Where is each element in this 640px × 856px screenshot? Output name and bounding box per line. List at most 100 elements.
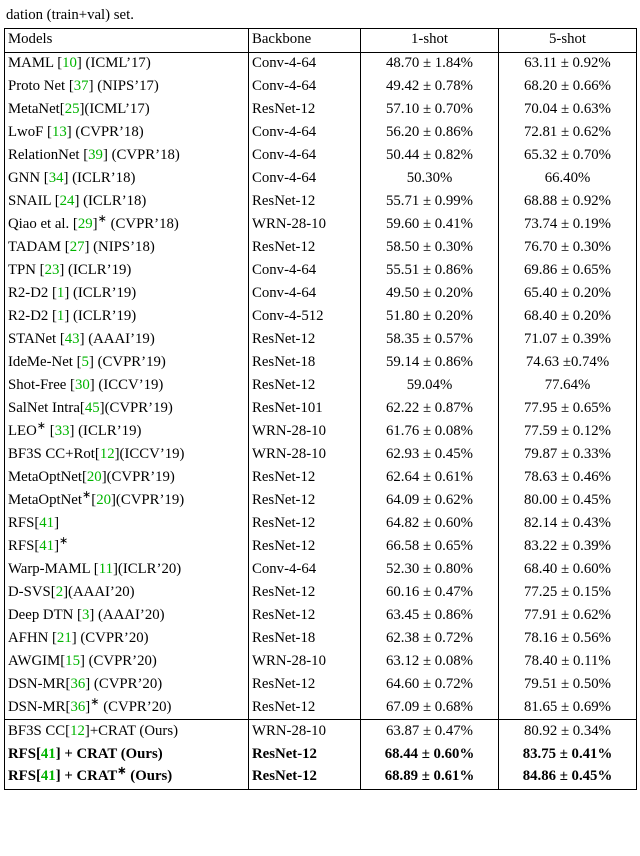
table-row: Shot-Free [30] (ICCV’19)ResNet-1259.04%7… bbox=[5, 375, 637, 398]
oneshot-cell: 63.45 ± 0.86% bbox=[361, 604, 499, 627]
backbone-cell: ResNet-12 bbox=[249, 466, 361, 489]
table-row: Qiao et al. [29]∗ (CVPR’18)WRN-28-1059.6… bbox=[5, 214, 637, 237]
fiveshot-cell: 65.40 ± 0.20% bbox=[499, 283, 637, 306]
table-row: BF3S CC+Rot[12](ICCV’19)WRN-28-1062.93 ±… bbox=[5, 443, 637, 466]
citation-ref: 39 bbox=[88, 147, 103, 163]
table-row: AFHN [21] (CVPR’20)ResNet-1862.38 ± 0.72… bbox=[5, 627, 637, 650]
model-cell: IdeMe-Net [5] (CVPR’19) bbox=[5, 352, 249, 375]
model-cell: Warp-MAML [11](ICLR’20) bbox=[5, 558, 249, 581]
citation-ref: 20 bbox=[96, 492, 111, 508]
oneshot-cell: 62.22 ± 0.87% bbox=[361, 397, 499, 420]
table-row: SNAIL [24] (ICLR’18)ResNet-1255.71 ± 0.9… bbox=[5, 191, 637, 214]
citation-ref: 36 bbox=[70, 676, 85, 692]
table-row: DSN-MR[36]∗ (CVPR’20)ResNet-1267.09 ± 0.… bbox=[5, 696, 637, 719]
model-cell: Qiao et al. [29]∗ (CVPR’18) bbox=[5, 214, 249, 237]
model-cell: SalNet Intra[45](CVPR’19) bbox=[5, 397, 249, 420]
table-row: R2-D2 [1] (ICLR’19)Conv-4-51251.80 ± 0.2… bbox=[5, 306, 637, 329]
backbone-cell: ResNet-12 bbox=[249, 191, 361, 214]
fiveshot-cell: 70.04 ± 0.63% bbox=[499, 99, 637, 122]
table-row: TADAM [27] (NIPS’18)ResNet-1258.50 ± 0.3… bbox=[5, 237, 637, 260]
citation-ref: 45 bbox=[85, 400, 100, 416]
backbone-cell: WRN-28-10 bbox=[249, 420, 361, 443]
table-row: Proto Net [37] (NIPS’17)Conv-4-6449.42 ±… bbox=[5, 76, 637, 99]
citation-ref: 1 bbox=[57, 285, 64, 301]
model-cell: RFS[41] + CRAT∗ (Ours) bbox=[5, 766, 249, 789]
oneshot-cell: 50.30% bbox=[361, 168, 499, 191]
backbone-cell: ResNet-12 bbox=[249, 99, 361, 122]
fiveshot-cell: 66.40% bbox=[499, 168, 637, 191]
model-cell: RFS[41] bbox=[5, 512, 249, 535]
table-row: Deep DTN [3] (AAAI’20)ResNet-1263.45 ± 0… bbox=[5, 604, 637, 627]
header-models: Models bbox=[5, 28, 249, 52]
citation-ref: 21 bbox=[57, 630, 72, 646]
table-row: LwoF [13] (CVPR’18)Conv-4-6456.20 ± 0.86… bbox=[5, 122, 637, 145]
oneshot-cell: 61.76 ± 0.08% bbox=[361, 420, 499, 443]
fiveshot-cell: 73.74 ± 0.19% bbox=[499, 214, 637, 237]
header-backbone: Backbone bbox=[249, 28, 361, 52]
citation-ref: 15 bbox=[65, 653, 80, 669]
citation-ref: 10 bbox=[62, 55, 77, 71]
backbone-cell: Conv-4-64 bbox=[249, 76, 361, 99]
fiveshot-cell: 76.70 ± 0.30% bbox=[499, 237, 637, 260]
model-cell: MetaNet[25](ICML’17) bbox=[5, 99, 249, 122]
oneshot-cell: 62.38 ± 0.72% bbox=[361, 627, 499, 650]
backbone-cell: Conv-4-64 bbox=[249, 558, 361, 581]
citation-ref: 5 bbox=[82, 354, 89, 370]
table-row: MAML [10] (ICML’17)Conv-4-6448.70 ± 1.84… bbox=[5, 52, 637, 75]
model-cell: RFS[41] + CRAT (Ours) bbox=[5, 743, 249, 766]
table-row: MetaOptNet[20](CVPR’19)ResNet-1262.64 ± … bbox=[5, 466, 637, 489]
table-row: IdeMe-Net [5] (CVPR’19)ResNet-1859.14 ± … bbox=[5, 352, 637, 375]
star-icon: ∗ bbox=[117, 766, 126, 778]
model-cell: AFHN [21] (CVPR’20) bbox=[5, 627, 249, 650]
fiveshot-cell: 77.95 ± 0.65% bbox=[499, 397, 637, 420]
table-row: TPN [23] (ICLR’19)Conv-4-6455.51 ± 0.86%… bbox=[5, 260, 637, 283]
oneshot-cell: 59.04% bbox=[361, 375, 499, 398]
backbone-cell: WRN-28-10 bbox=[249, 214, 361, 237]
citation-ref: 12 bbox=[100, 446, 115, 462]
oneshot-cell: 67.09 ± 0.68% bbox=[361, 696, 499, 719]
fiveshot-cell: 74.63 ±0.74% bbox=[499, 352, 637, 375]
backbone-cell: ResNet-12 bbox=[249, 766, 361, 789]
model-cell: MetaOptNet[20](CVPR’19) bbox=[5, 466, 249, 489]
table-row: MetaOptNet∗[20](CVPR’19)ResNet-1264.09 ±… bbox=[5, 489, 637, 512]
oneshot-cell: 48.70 ± 1.84% bbox=[361, 52, 499, 75]
table-row: D-SVS[2](AAAI’20)ResNet-1260.16 ± 0.47%7… bbox=[5, 581, 637, 604]
model-cell: AWGIM[15] (CVPR’20) bbox=[5, 650, 249, 673]
model-cell: R2-D2 [1] (ICLR’19) bbox=[5, 283, 249, 306]
citation-ref: 25 bbox=[65, 101, 80, 117]
oneshot-cell: 60.16 ± 0.47% bbox=[361, 581, 499, 604]
table-row: RFS[41]ResNet-1264.82 ± 0.60%82.14 ± 0.4… bbox=[5, 512, 637, 535]
fiveshot-cell: 83.75 ± 0.41% bbox=[499, 743, 637, 766]
backbone-cell: ResNet-12 bbox=[249, 696, 361, 719]
results-table: Models Backbone 1-shot 5-shot MAML [10] … bbox=[4, 28, 637, 790]
model-cell: Proto Net [37] (NIPS’17) bbox=[5, 76, 249, 99]
table-row: RFS[41] + CRAT∗ (Ours)ResNet-1268.89 ± 0… bbox=[5, 766, 637, 789]
table-row: DSN-MR[36] (CVPR’20)ResNet-1264.60 ± 0.7… bbox=[5, 673, 637, 696]
star-icon: ∗ bbox=[90, 696, 99, 708]
table-row: SalNet Intra[45](CVPR’19)ResNet-10162.22… bbox=[5, 397, 637, 420]
star-icon: ∗ bbox=[98, 214, 107, 226]
model-cell: LwoF [13] (CVPR’18) bbox=[5, 122, 249, 145]
citation-ref: 41 bbox=[39, 515, 54, 531]
table-row: RFS[41] + CRAT (Ours)ResNet-1268.44 ± 0.… bbox=[5, 743, 637, 766]
citation-ref: 36 bbox=[70, 699, 85, 715]
oneshot-cell: 58.35 ± 0.57% bbox=[361, 329, 499, 352]
backbone-cell: Conv-4-64 bbox=[249, 168, 361, 191]
citation-ref: 12 bbox=[70, 723, 85, 739]
fiveshot-cell: 68.40 ± 0.20% bbox=[499, 306, 637, 329]
table-row: RelationNet [39] (CVPR’18)Conv-4-6450.44… bbox=[5, 145, 637, 168]
fiveshot-cell: 78.63 ± 0.46% bbox=[499, 466, 637, 489]
oneshot-cell: 63.12 ± 0.08% bbox=[361, 650, 499, 673]
backbone-cell: WRN-28-10 bbox=[249, 720, 361, 743]
citation-ref: 30 bbox=[75, 377, 90, 393]
fiveshot-cell: 77.91 ± 0.62% bbox=[499, 604, 637, 627]
fiveshot-cell: 77.64% bbox=[499, 375, 637, 398]
backbone-cell: ResNet-12 bbox=[249, 604, 361, 627]
model-cell: Shot-Free [30] (ICCV’19) bbox=[5, 375, 249, 398]
fiveshot-cell: 83.22 ± 0.39% bbox=[499, 535, 637, 558]
backbone-cell: ResNet-18 bbox=[249, 627, 361, 650]
citation-ref: 33 bbox=[55, 423, 70, 439]
fiveshot-cell: 68.88 ± 0.92% bbox=[499, 191, 637, 214]
citation-ref: 41 bbox=[41, 746, 56, 762]
backbone-cell: Conv-4-512 bbox=[249, 306, 361, 329]
